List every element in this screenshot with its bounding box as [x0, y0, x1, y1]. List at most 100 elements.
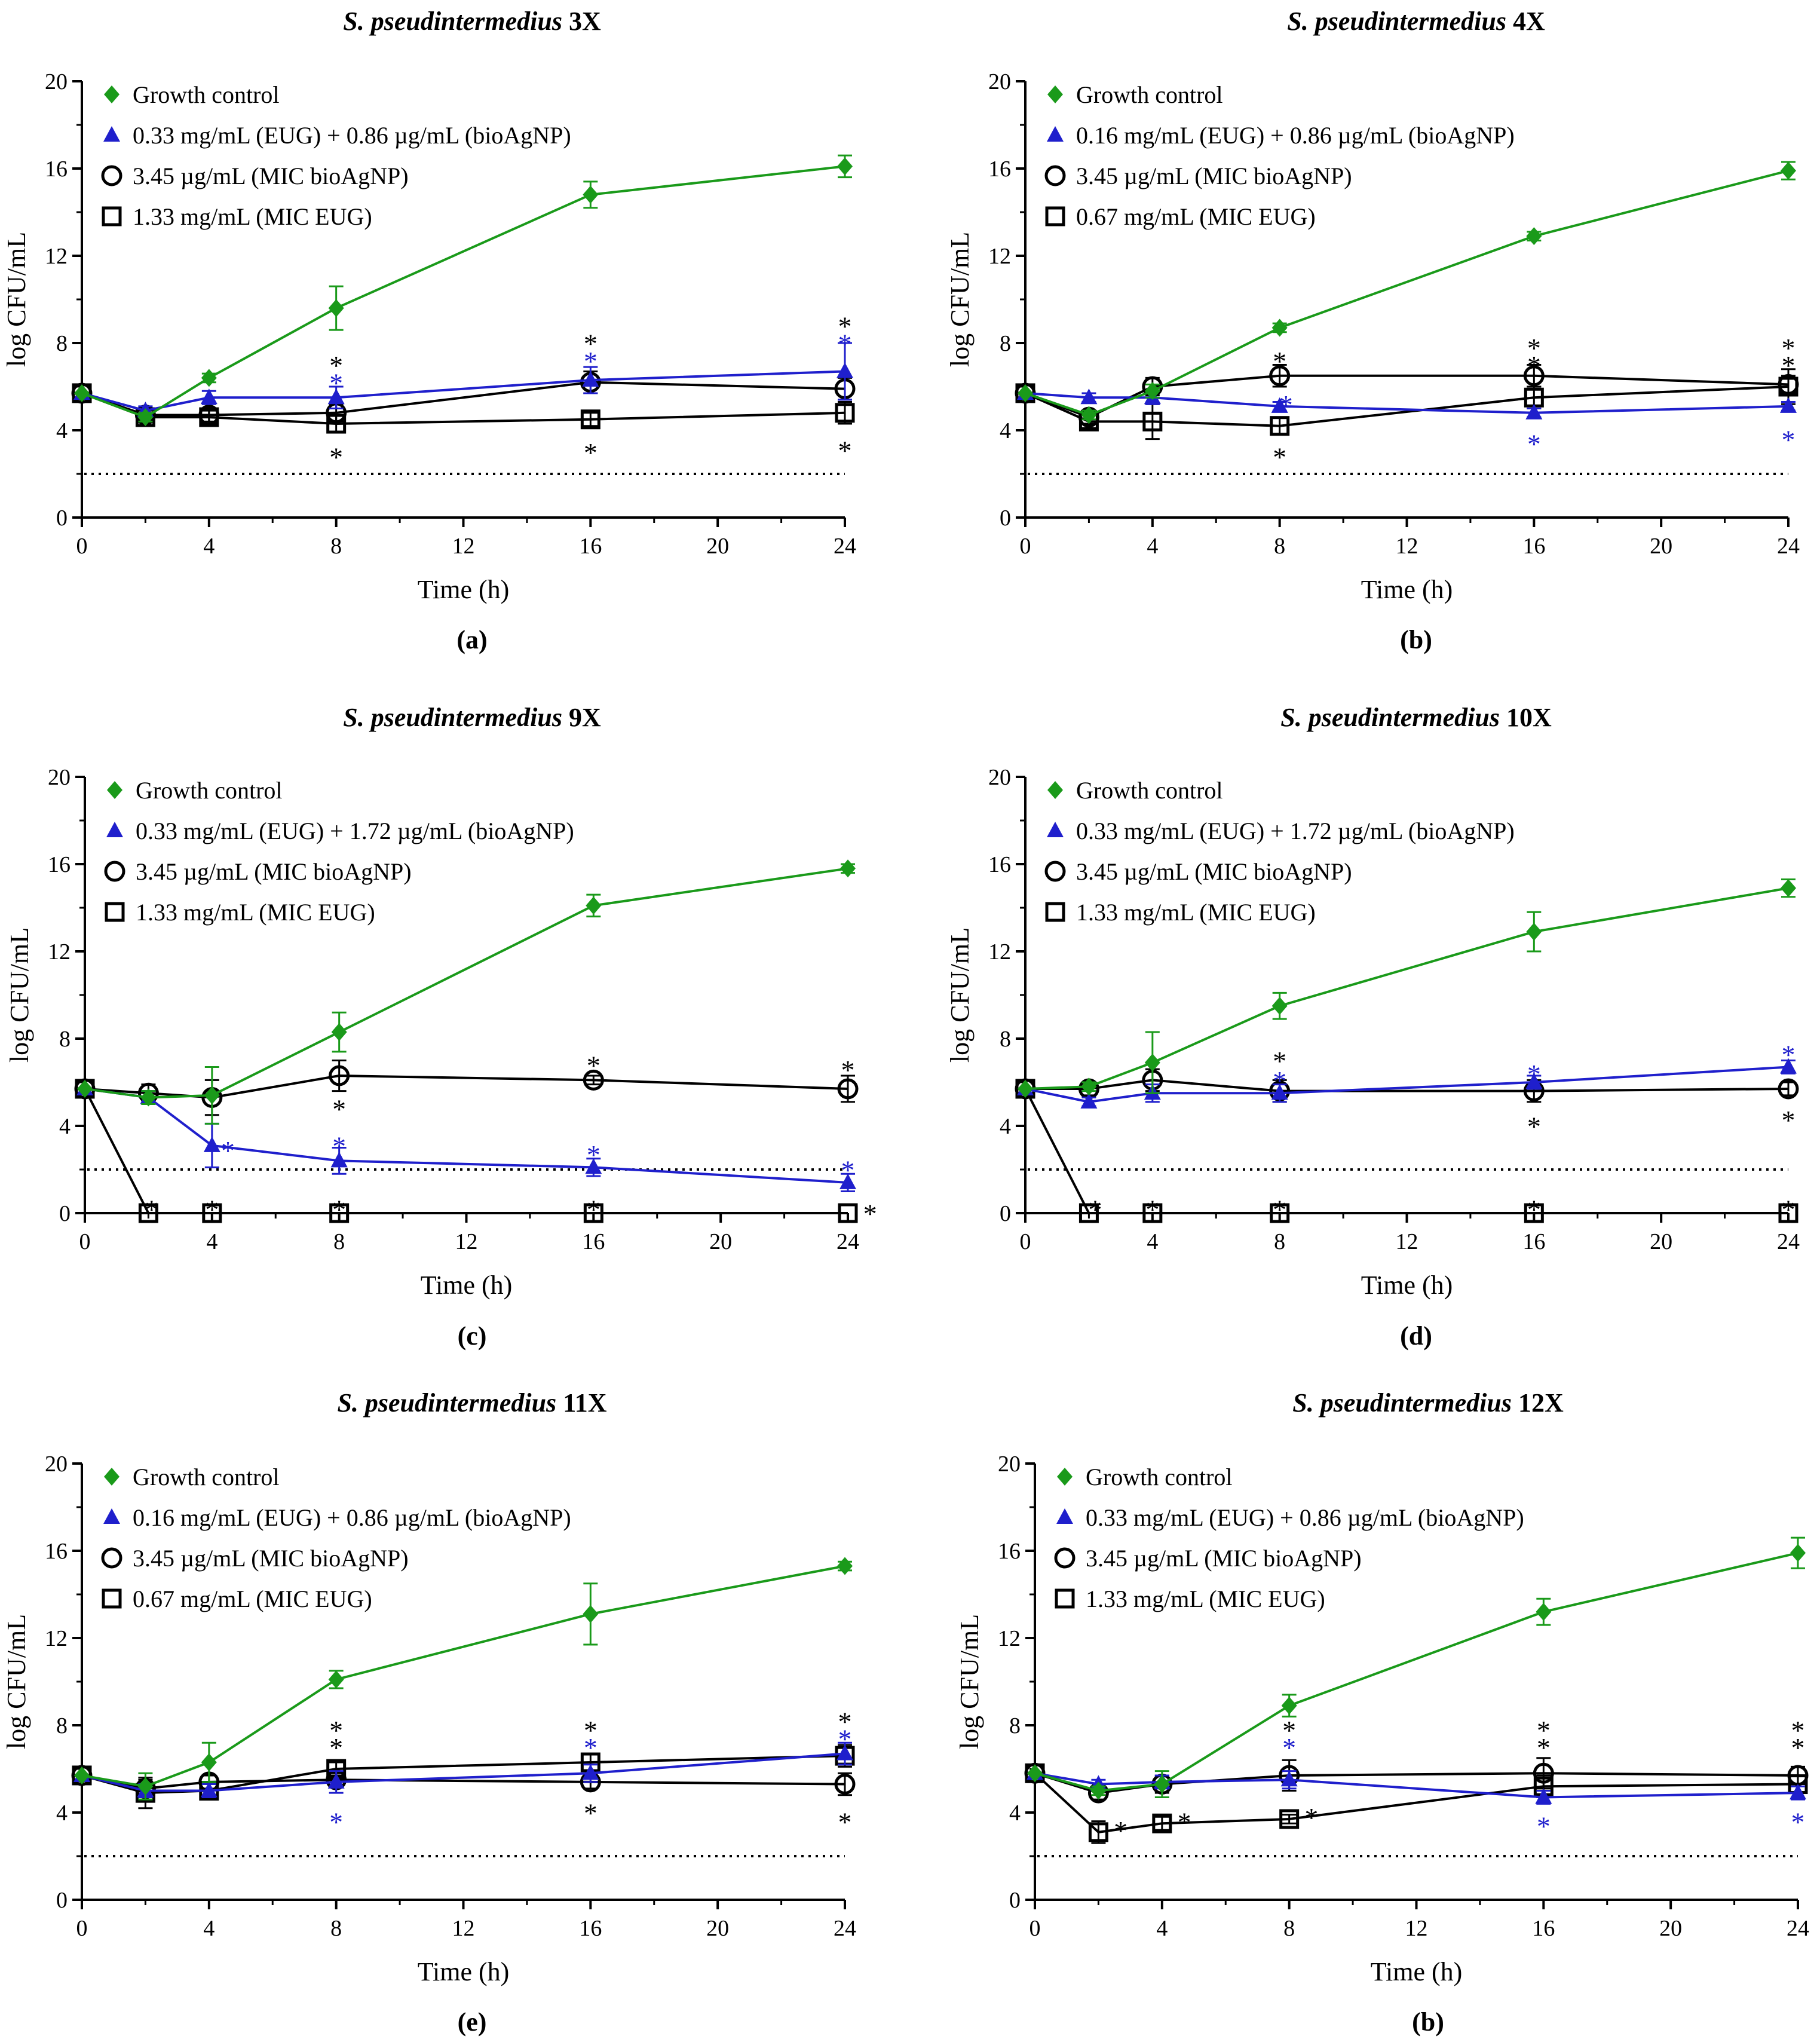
data-point — [582, 1764, 599, 1780]
x-tick-label: 0 — [76, 1916, 88, 1941]
significance-star: * — [841, 1155, 855, 1186]
x-tick-label: 16 — [579, 534, 602, 559]
y-tick-label: 4 — [59, 1114, 71, 1139]
series-line — [1025, 385, 1789, 427]
x-tick-label: 20 — [709, 1229, 732, 1254]
legend-marker — [1047, 822, 1064, 837]
data-point — [1271, 1084, 1288, 1100]
significance-star: * — [1273, 442, 1286, 473]
legend-label: Growth control — [136, 777, 283, 804]
significance-star: * — [1782, 350, 1796, 381]
legend-marker — [1044, 861, 1066, 882]
y-tick-label: 4 — [56, 418, 68, 443]
data-point — [837, 157, 853, 176]
data-point — [137, 1777, 154, 1796]
data-point — [834, 1774, 856, 1795]
data-point — [1778, 1078, 1799, 1100]
legend-marker — [1045, 206, 1065, 226]
panel-label: (b) — [1400, 625, 1432, 654]
significance-star: * — [1527, 1112, 1541, 1142]
data-point — [1018, 384, 1033, 402]
legend-marker — [1047, 126, 1064, 142]
series-line — [1024, 1088, 1788, 1214]
data-point — [1526, 923, 1542, 941]
x-tick-label: 16 — [579, 1916, 602, 1941]
significance-star: * — [1282, 1715, 1296, 1746]
x-tick-label: 12 — [1405, 1916, 1428, 1941]
significance-star: * — [329, 1715, 343, 1746]
significance-star: * — [863, 1199, 877, 1229]
legend-label: 0.16 mg/mL (EUG) + 0.86 µg/mL (bioAgNP) — [133, 1504, 571, 1531]
legend-marker — [1057, 1468, 1073, 1486]
x-tick-label: 16 — [1532, 1916, 1555, 1941]
legend: Growth control 0.16 mg/mL (EUG) + 0.86 µg… — [101, 1464, 571, 1612]
x-tick-label: 12 — [452, 1916, 475, 1941]
chart-title: S. pseudintermedius 10X — [1280, 703, 1552, 732]
panel-label: (c) — [458, 1321, 487, 1351]
data-point — [1790, 1544, 1806, 1562]
data-point — [1780, 397, 1797, 413]
data-point — [837, 1557, 853, 1575]
panel-label: (d) — [1400, 1321, 1432, 1351]
legend-marker — [102, 206, 122, 226]
data-point — [1781, 161, 1796, 180]
series-line — [1034, 1772, 1798, 1833]
x-tick-label: 4 — [1156, 1916, 1168, 1941]
data-point — [580, 409, 600, 430]
x-tick-label: 20 — [1650, 534, 1672, 559]
data-point — [837, 1078, 859, 1100]
significance-star: * — [587, 1194, 600, 1224]
x-tick-label: 24 — [837, 1229, 859, 1254]
legend-marker — [103, 1508, 120, 1524]
series-square — [1025, 1763, 1808, 1844]
chart-panel-6: S. pseudintermedius 12X 0 4 8 12 16 20 0 4 8 12 16 2… — [955, 1388, 1809, 2037]
data-point — [329, 1203, 350, 1223]
y-tick-label: 8 — [56, 331, 68, 356]
y-tick-label: 12 — [45, 244, 68, 269]
data-point — [140, 1088, 157, 1107]
legend-label: 0.33 mg/mL (EUG) + 1.72 µg/mL (bioAgNP) — [136, 818, 574, 844]
legend-label: 3.45 µg/mL (MIC bioAgNP) — [133, 163, 409, 189]
series-line — [81, 1774, 845, 1790]
y-tick-label: 12 — [45, 1626, 68, 1651]
x-tick-label: 4 — [203, 1916, 215, 1941]
x-tick-label: 20 — [1650, 1229, 1672, 1254]
y-axis-label: log CFU/mL — [2, 1614, 31, 1749]
data-point — [1080, 388, 1098, 405]
legend-label: 1.33 mg/mL (MIC EUG) — [1076, 899, 1316, 926]
legend-marker — [1047, 85, 1063, 103]
legend-label: Growth control — [133, 1464, 280, 1490]
data-point — [1781, 879, 1796, 898]
y-tick-label: 0 — [59, 1201, 71, 1226]
y-tick-label: 20 — [998, 1452, 1021, 1477]
x-tick-label: 4 — [1147, 1229, 1158, 1254]
significance-star: * — [1304, 1802, 1318, 1833]
data-point — [1790, 1784, 1806, 1800]
significance-star: * — [838, 1807, 852, 1837]
legend-label: Growth control — [133, 81, 280, 108]
data-point — [1526, 227, 1542, 246]
x-axis-label: Time (h) — [418, 575, 510, 604]
series-line — [81, 165, 845, 419]
data-point — [838, 1203, 858, 1223]
data-point — [204, 1086, 220, 1104]
data-point — [1142, 411, 1163, 431]
y-tick-label: 20 — [988, 69, 1011, 94]
data-point — [583, 1605, 599, 1623]
data-point — [1269, 365, 1291, 387]
y-tick-label: 16 — [998, 1539, 1021, 1564]
y-tick-label: 8 — [1000, 331, 1011, 356]
x-tick-label: 0 — [76, 534, 88, 559]
chart-title: S. pseudintermedius 12X — [1292, 1388, 1564, 1418]
series-line — [81, 370, 845, 412]
significance-star: * — [1782, 1039, 1796, 1070]
series-line — [1025, 391, 1789, 414]
legend-marker — [1056, 1508, 1073, 1524]
legend-label: 1.33 mg/mL (MIC EUG) — [1086, 1585, 1325, 1612]
data-point — [1088, 1822, 1108, 1842]
significance-star: * — [1537, 1811, 1551, 1842]
x-tick-label: 8 — [333, 1229, 345, 1254]
series-line — [1025, 1079, 1789, 1092]
series-triangle — [1017, 384, 1797, 420]
significance-star: * — [205, 1194, 219, 1224]
